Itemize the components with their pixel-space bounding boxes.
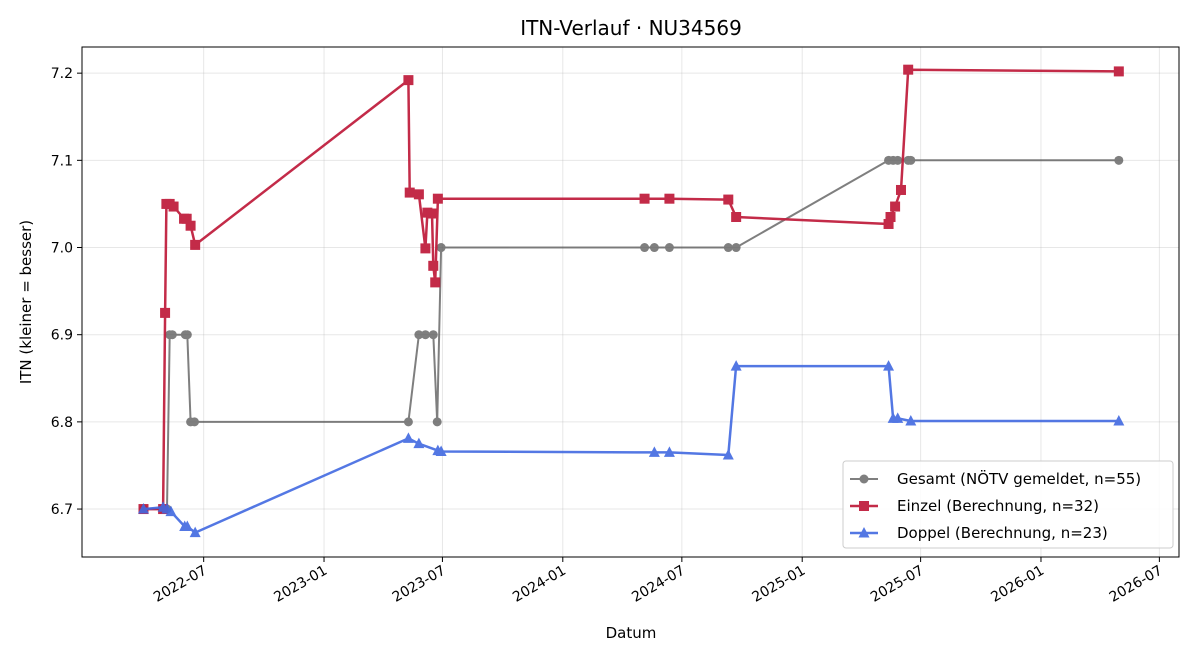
series-2-point bbox=[168, 201, 179, 212]
series-2-point bbox=[413, 189, 424, 200]
series-3 bbox=[137, 360, 1125, 538]
series-1-point bbox=[664, 243, 674, 253]
series-2-point bbox=[404, 187, 415, 198]
series-2-point bbox=[1113, 66, 1124, 77]
series-2-point bbox=[181, 213, 192, 224]
series-1-point bbox=[723, 243, 733, 253]
y-tick-label: 7.2 bbox=[51, 66, 73, 82]
legend-frame bbox=[842, 460, 1174, 549]
series-3-point bbox=[663, 446, 675, 457]
series-3-point bbox=[892, 412, 904, 423]
series-1-point bbox=[414, 330, 424, 340]
series-2-point bbox=[426, 208, 437, 219]
series-2-point bbox=[160, 307, 171, 318]
y-tick-label: 7.0 bbox=[51, 241, 73, 257]
legend-swatch-marker bbox=[859, 501, 869, 511]
series-3-point bbox=[181, 520, 193, 531]
y-axis-title: ITN (kleiner = besser) bbox=[17, 220, 35, 384]
series-2-point bbox=[639, 193, 650, 204]
legend-label: Doppel (Berechnung, n=23) bbox=[897, 524, 1108, 542]
series-3-point bbox=[648, 446, 660, 457]
series-1-point bbox=[906, 155, 916, 165]
series-2-point bbox=[883, 218, 894, 229]
series-2-point bbox=[731, 212, 742, 222]
y-tick-label: 6.7 bbox=[51, 502, 73, 518]
series-1-point bbox=[649, 243, 659, 253]
legend-item-3 bbox=[850, 527, 878, 538]
y-tick-label: 7.1 bbox=[51, 153, 73, 169]
series-3-point bbox=[137, 503, 149, 514]
series-3-point bbox=[883, 360, 895, 371]
series-3-point bbox=[165, 505, 177, 517]
series-layer bbox=[137, 64, 1125, 538]
series-3-point bbox=[189, 526, 201, 538]
series-2-point bbox=[890, 201, 901, 212]
legend-swatch-marker bbox=[859, 474, 869, 484]
plot-frame bbox=[81, 46, 1180, 558]
series-3-point bbox=[730, 360, 742, 371]
legend-label: Einzel (Berechnung, n=32) bbox=[897, 497, 1099, 515]
series-3-point bbox=[402, 432, 414, 443]
series-2-point bbox=[723, 194, 734, 205]
series-2-point bbox=[895, 184, 906, 195]
series-2-point bbox=[420, 243, 431, 254]
series-2-point bbox=[428, 260, 439, 271]
series-2-point bbox=[403, 75, 414, 86]
series-1-point bbox=[420, 330, 430, 340]
series-1-point bbox=[893, 155, 903, 165]
legend-item-1 bbox=[850, 474, 878, 484]
series-1-point bbox=[182, 330, 192, 340]
series-1-point bbox=[403, 417, 413, 427]
series-2-point bbox=[903, 64, 914, 75]
series-3-point bbox=[905, 415, 917, 426]
series-1-point bbox=[428, 330, 438, 340]
series-3-point bbox=[413, 437, 425, 449]
y-tick-label: 6.9 bbox=[51, 328, 73, 344]
legend: Gesamt (NÖTV gemeldet, n=55) Einzel (Bere… bbox=[842, 460, 1174, 549]
legend-item-2 bbox=[850, 501, 878, 511]
series-2-point bbox=[185, 220, 196, 231]
series-1-point bbox=[1114, 155, 1124, 165]
series-2-point bbox=[664, 193, 675, 204]
series-1-point bbox=[190, 417, 200, 427]
legend-items: Gesamt (NÖTV gemeldet, n=55) Einzel (Bere… bbox=[850, 469, 1141, 542]
series-2-point bbox=[430, 277, 441, 288]
series-2-point bbox=[885, 212, 896, 222]
series-3-point bbox=[435, 445, 447, 457]
series-2-point bbox=[190, 239, 201, 250]
series-1 bbox=[138, 155, 1124, 514]
series-1-point bbox=[640, 243, 650, 253]
chart-title: ITN-Verlauf · NU34569 bbox=[520, 16, 742, 40]
series-1-point bbox=[432, 417, 442, 427]
x-axis-title: Datum bbox=[606, 624, 657, 642]
y-tick-label: 6.8 bbox=[51, 415, 73, 431]
series-2-point bbox=[432, 193, 443, 204]
legend-label: Gesamt (NÖTV gemeldet, n=55) bbox=[897, 469, 1141, 488]
series-1-point bbox=[436, 243, 446, 253]
series-1-point bbox=[731, 243, 741, 253]
series-3-point bbox=[722, 449, 734, 460]
legend-swatch-marker bbox=[858, 527, 870, 538]
series-3-point bbox=[1113, 415, 1125, 426]
series-1-point bbox=[167, 330, 177, 340]
